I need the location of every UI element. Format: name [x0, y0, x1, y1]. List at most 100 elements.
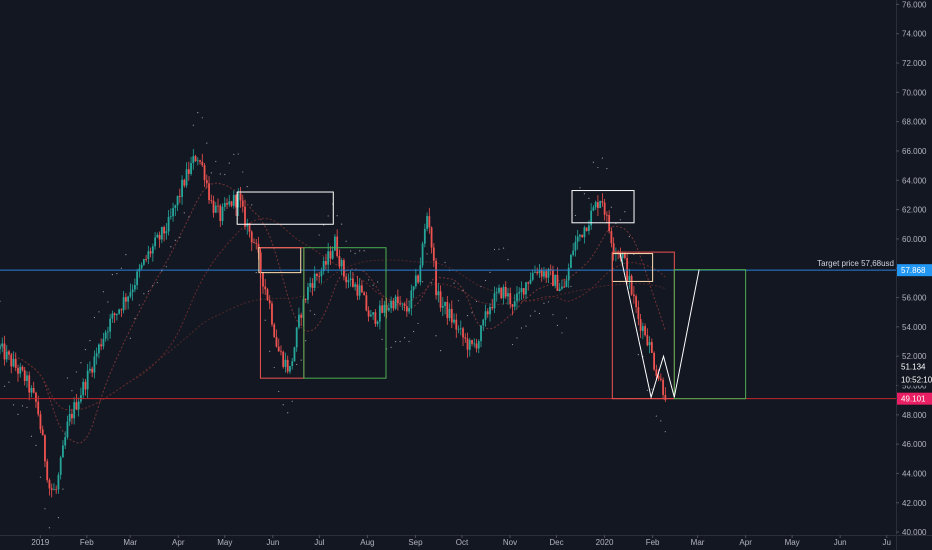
candle-body	[325, 261, 327, 265]
candle-body	[268, 300, 271, 304]
candle	[338, 249, 341, 269]
candle	[64, 431, 67, 449]
candle-body	[17, 367, 19, 374]
candle	[208, 176, 210, 204]
candle	[19, 363, 22, 378]
candle-body	[504, 286, 507, 297]
sar-dot	[538, 312, 541, 315]
candle	[556, 267, 559, 291]
decline-box-1[interactable]	[259, 247, 305, 379]
candle-body	[579, 234, 581, 237]
candle	[241, 194, 244, 213]
candle-body	[426, 216, 428, 229]
candle-body	[349, 278, 352, 280]
candle-body	[520, 288, 523, 292]
candle-body	[558, 288, 561, 291]
candle-body	[169, 216, 172, 218]
candle	[417, 274, 419, 285]
candle-body	[19, 366, 22, 374]
pullback-box-1[interactable]	[258, 247, 302, 274]
recovery-box-1[interactable]	[303, 247, 387, 379]
sar-dot	[368, 279, 370, 281]
candle	[480, 325, 482, 348]
candle	[441, 297, 444, 317]
candle	[493, 286, 496, 314]
decline-box-2[interactable]	[611, 251, 675, 400]
candle-body	[439, 291, 442, 308]
candle-body	[271, 303, 273, 325]
candle-body	[253, 242, 255, 244]
candle-body	[641, 326, 644, 331]
candle-body	[630, 275, 633, 295]
sar-dot	[417, 322, 419, 325]
candle-body	[614, 252, 617, 254]
candle-body	[489, 306, 491, 315]
resistance-box-2[interactable]	[571, 190, 635, 224]
projection-zigzag[interactable]	[619, 253, 700, 400]
candle-body	[450, 308, 453, 323]
candle-body	[205, 180, 208, 184]
candle-body	[100, 344, 103, 347]
sar-dot	[183, 212, 185, 214]
candle-body	[75, 402, 78, 410]
candle-body	[237, 193, 240, 208]
candle-body	[351, 278, 354, 287]
candle-body	[95, 353, 98, 357]
candle-body	[437, 291, 440, 296]
candle-body	[585, 227, 588, 231]
candle	[340, 258, 343, 275]
parabolic-sar	[0, 112, 666, 537]
sar-dot	[255, 271, 257, 274]
candle-body	[89, 368, 91, 371]
candle-body	[181, 179, 183, 197]
sar-dot	[300, 359, 302, 361]
time-tick-label: Jun	[266, 538, 279, 547]
candle-body	[286, 359, 289, 372]
sar-dot	[426, 253, 428, 255]
drawn-boxes[interactable]	[236, 190, 747, 400]
candle	[325, 253, 327, 270]
recovery-box-2[interactable]	[673, 269, 747, 400]
sar-dot	[62, 488, 64, 490]
candle-body	[543, 271, 545, 277]
candle	[423, 223, 426, 248]
price-tick-label: 44.000	[902, 469, 927, 478]
sar-dot	[475, 300, 478, 302]
candle	[516, 286, 518, 309]
candle-body	[574, 241, 577, 251]
candle-body	[140, 264, 143, 269]
candle	[561, 279, 563, 291]
candle-body	[210, 200, 213, 201]
candle	[165, 223, 168, 240]
candle	[187, 161, 190, 181]
candle-body	[495, 292, 498, 294]
candle	[174, 204, 177, 217]
candle-body	[653, 352, 655, 370]
candle	[637, 300, 640, 326]
sar-dot	[651, 388, 653, 390]
sar-dot	[237, 153, 239, 155]
candle	[498, 284, 500, 295]
candle	[403, 302, 406, 312]
candle-body	[196, 160, 199, 162]
candle	[612, 237, 615, 261]
candle	[86, 363, 89, 399]
candle-body	[394, 296, 397, 309]
candle-body	[77, 401, 80, 410]
time-tick-label: May	[785, 538, 800, 547]
sar-dot	[102, 291, 104, 293]
candle-body	[185, 169, 188, 186]
candle	[104, 330, 107, 342]
candle-body	[637, 307, 640, 320]
projection-path[interactable]	[619, 253, 700, 400]
candle-body	[10, 354, 13, 367]
resistance-box-1[interactable]	[236, 191, 334, 225]
horizontal-levels[interactable]	[0, 269, 896, 400]
candle-body	[387, 308, 390, 311]
candle	[410, 284, 413, 316]
sar-dot	[457, 300, 460, 302]
candle-body	[500, 287, 503, 299]
candle-body	[313, 273, 316, 288]
candle-body	[178, 195, 181, 197]
